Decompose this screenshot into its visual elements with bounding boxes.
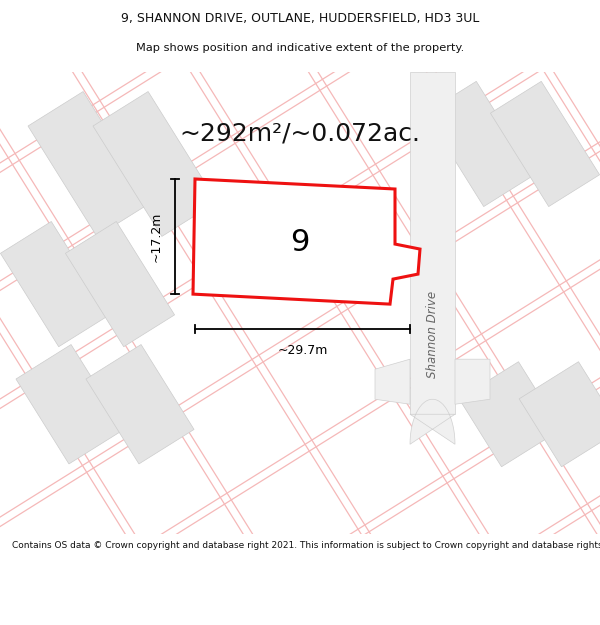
Text: Shannon Drive: Shannon Drive <box>425 291 439 378</box>
Polygon shape <box>410 399 455 444</box>
Polygon shape <box>425 81 535 206</box>
Polygon shape <box>93 91 217 236</box>
Text: Contains OS data © Crown copyright and database right 2021. This information is : Contains OS data © Crown copyright and d… <box>12 541 600 549</box>
Polygon shape <box>410 72 455 414</box>
Polygon shape <box>459 362 561 467</box>
Text: 9: 9 <box>290 228 310 256</box>
Polygon shape <box>16 344 124 464</box>
Polygon shape <box>455 359 490 404</box>
Polygon shape <box>86 344 194 464</box>
Polygon shape <box>375 359 410 404</box>
Text: 9, SHANNON DRIVE, OUTLANE, HUDDERSFIELD, HD3 3UL: 9, SHANNON DRIVE, OUTLANE, HUDDERSFIELD,… <box>121 12 479 25</box>
Polygon shape <box>265 204 370 264</box>
Polygon shape <box>28 91 152 236</box>
Text: Map shows position and indicative extent of the property.: Map shows position and indicative extent… <box>136 43 464 53</box>
Polygon shape <box>1 221 110 347</box>
Polygon shape <box>193 179 420 304</box>
Polygon shape <box>490 81 599 206</box>
Text: ~29.7m: ~29.7m <box>277 344 328 357</box>
Text: ~292m²/~0.072ac.: ~292m²/~0.072ac. <box>179 122 421 146</box>
Text: ~17.2m: ~17.2m <box>150 211 163 262</box>
Polygon shape <box>519 362 600 467</box>
Polygon shape <box>65 221 175 347</box>
